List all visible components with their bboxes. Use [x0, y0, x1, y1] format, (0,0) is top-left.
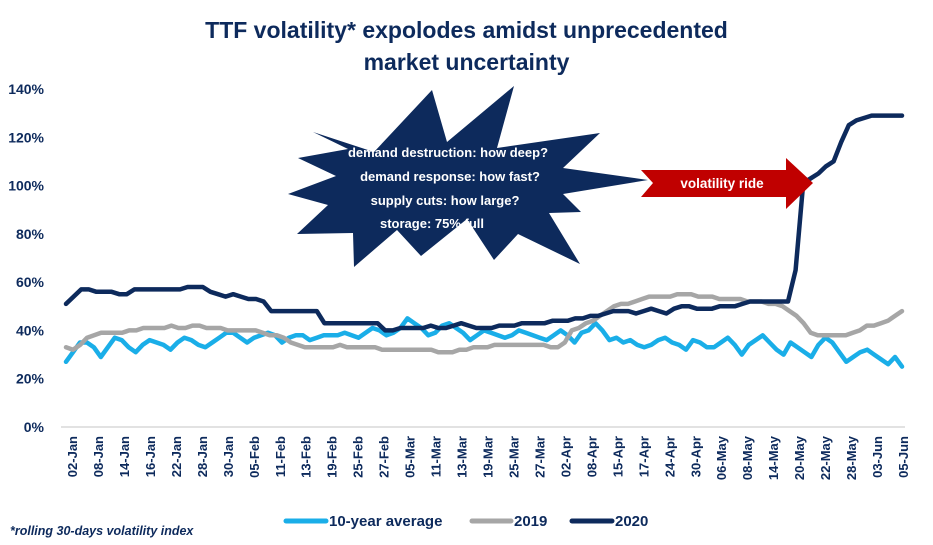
x-tick-label: 03-Jun — [870, 436, 885, 478]
arrow-shape — [641, 158, 813, 209]
legend: 10-year average 2019 2020 — [283, 513, 648, 530]
x-tick-label: 30-Apr — [688, 436, 703, 477]
x-axis: 02-Jan 08-Jan 14-Jan 16-Jan 22-Jan 28-Jan 30-J… — [65, 435, 911, 480]
legend-label-2019: 2019 — [514, 513, 547, 530]
x-tick-label: 27-Mar — [532, 436, 547, 478]
y-tick-label: 20% — [16, 371, 45, 387]
y-tick-label: 120% — [8, 129, 44, 145]
series-group — [63, 113, 905, 369]
y-tick-label: 80% — [16, 226, 45, 242]
y-tick-label: 60% — [16, 274, 45, 290]
x-tick-label: 19-Mar — [481, 436, 496, 478]
legend-label-2020: 2020 — [615, 513, 648, 530]
x-tick-label: 05-Jun — [896, 436, 911, 478]
x-tick-label: 13-Feb — [299, 436, 314, 478]
x-tick-label: 22-May — [818, 435, 833, 480]
x-tick-label: 08-Apr — [584, 436, 599, 477]
x-tick-label: 22-Jan — [169, 436, 184, 477]
x-tick-label: 08-Jan — [91, 436, 106, 477]
y-tick-label: 0% — [24, 419, 45, 435]
arrow-label: volatility ride — [680, 176, 764, 191]
x-tick-label: 27-Feb — [377, 436, 392, 478]
x-tick-label: 17-Apr — [636, 436, 651, 477]
chart-title-line-1: TTF volatility* expolodes amidst unprece… — [205, 17, 728, 43]
x-tick-label: 02-Jan — [65, 436, 80, 477]
footnote: *rolling 30-days volatility index — [10, 524, 194, 538]
legend-item-10-year-average: 10-year average — [283, 513, 442, 530]
starburst-line-1: demand destruction: how deep? — [348, 145, 548, 160]
starburst-callout: demand destruction: how deep? demand res… — [288, 86, 648, 267]
x-tick-label: 13-Mar — [455, 436, 470, 478]
x-tick-label: 19-Feb — [325, 436, 340, 478]
x-tick-label: 30-Jan — [221, 436, 236, 477]
y-tick-label: 40% — [16, 322, 45, 338]
x-tick-label: 11-Mar — [429, 436, 444, 477]
x-tick-label: 28-May — [844, 435, 859, 480]
x-tick-label: 08-May — [740, 435, 755, 480]
x-tick-label: 28-Jan — [195, 436, 210, 477]
starburst-line-3: supply cuts: how large? — [371, 193, 520, 208]
volatility-ride-arrow: volatility ride — [641, 158, 813, 209]
y-tick-label: 140% — [8, 81, 44, 97]
series-line-2020 — [63, 113, 905, 333]
legend-item-2019: 2019 — [469, 513, 547, 530]
x-tick-label: 14-May — [766, 435, 781, 480]
legend-label-10-year-average: 10-year average — [329, 513, 442, 530]
x-tick-label: 20-May — [792, 435, 807, 480]
series-line-10-year-average — [63, 316, 905, 369]
x-tick-label: 24-Apr — [662, 436, 677, 477]
x-tick-label: 05-Feb — [247, 436, 262, 478]
x-tick-label: 16-Jan — [143, 436, 158, 477]
x-tick-label: 11-Feb — [273, 436, 288, 477]
y-tick-label: 100% — [8, 178, 44, 194]
x-tick-label: 06-May — [714, 435, 729, 480]
chart-title-line-2: market uncertainty — [363, 49, 570, 75]
x-tick-label: 25-Mar — [506, 436, 521, 478]
starburst-line-4: storage: 75% full — [380, 216, 484, 231]
legend-item-2020: 2020 — [569, 513, 648, 530]
y-axis: 0% 20% 40% 60% 80% 100% 120% 140% — [8, 81, 44, 435]
x-tick-label: 14-Jan — [117, 436, 132, 477]
starburst-shape — [288, 86, 648, 267]
chart-title: TTF volatility* expolodes amidst unprece… — [0, 14, 933, 78]
starburst-line-2: demand response: how fast? — [360, 169, 540, 184]
x-tick-label: 25-Feb — [351, 436, 366, 478]
x-tick-label: 02-Apr — [558, 436, 573, 477]
x-tick-label: 15-Apr — [610, 436, 625, 477]
x-tick-label: 05-Mar — [403, 436, 418, 478]
